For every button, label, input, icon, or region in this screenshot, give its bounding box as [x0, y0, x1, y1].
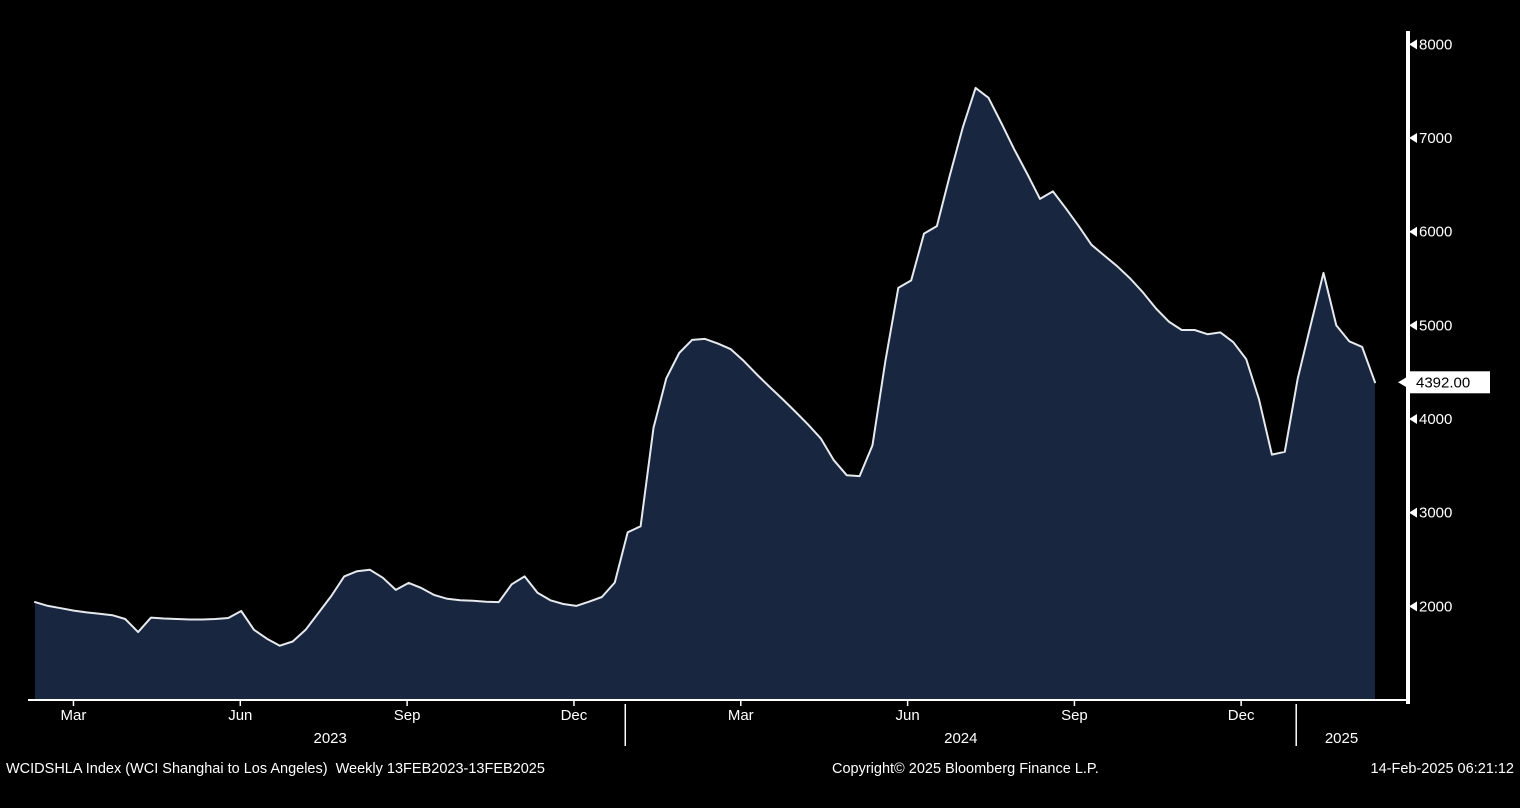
x-tick-label: Sep — [1061, 707, 1088, 724]
footer-timestamp: 14-Feb-2025 06:21:12 — [1370, 761, 1515, 777]
chart-footer: WCIDSHLA Index (WCI Shanghai to Los Ange… — [0, 757, 1520, 783]
footer-ticker-info: WCIDSHLA Index (WCI Shanghai to Los Ange… — [6, 761, 545, 777]
y-tick-label: 4000 — [1419, 411, 1452, 428]
last-price-label: 4392.00 — [1416, 374, 1470, 391]
x-tick-label: Sep — [394, 707, 421, 724]
year-label: 2023 — [314, 730, 347, 747]
y-tick-arrow — [1409, 39, 1417, 50]
y-tick-label: 2000 — [1419, 598, 1452, 615]
x-tick-label: Mar — [61, 707, 87, 724]
price-line — [34, 86, 1376, 647]
y-tick-label: 8000 — [1419, 36, 1452, 53]
price-area — [35, 87, 1375, 700]
y-axis-line — [1406, 31, 1410, 704]
y-tick-arrow — [1409, 226, 1417, 237]
x-tick-label: Dec — [561, 707, 588, 724]
last-price-box — [1410, 371, 1490, 394]
x-tick-label: Jun — [228, 707, 252, 724]
y-tick-label: 5000 — [1419, 317, 1452, 334]
y-tick-arrow — [1409, 320, 1417, 331]
y-tick-arrow — [1409, 507, 1417, 518]
y-tick-arrow — [1409, 133, 1417, 144]
y-tick-label: 3000 — [1419, 505, 1452, 522]
y-tick-arrow — [1409, 414, 1417, 425]
year-label: 2024 — [944, 730, 977, 747]
y-tick-label: 6000 — [1419, 224, 1452, 241]
last-price-pointer — [1398, 375, 1410, 390]
y-tick-arrow — [1409, 601, 1417, 612]
x-tick-label: Jun — [896, 707, 920, 724]
year-label: 2025 — [1325, 730, 1358, 747]
y-tick-label: 7000 — [1419, 130, 1452, 147]
x-tick-label: Mar — [728, 707, 754, 724]
footer-copyright: Copyright© 2025 Bloomberg Finance L.P. — [832, 761, 1099, 777]
x-tick-label: Dec — [1228, 707, 1255, 724]
